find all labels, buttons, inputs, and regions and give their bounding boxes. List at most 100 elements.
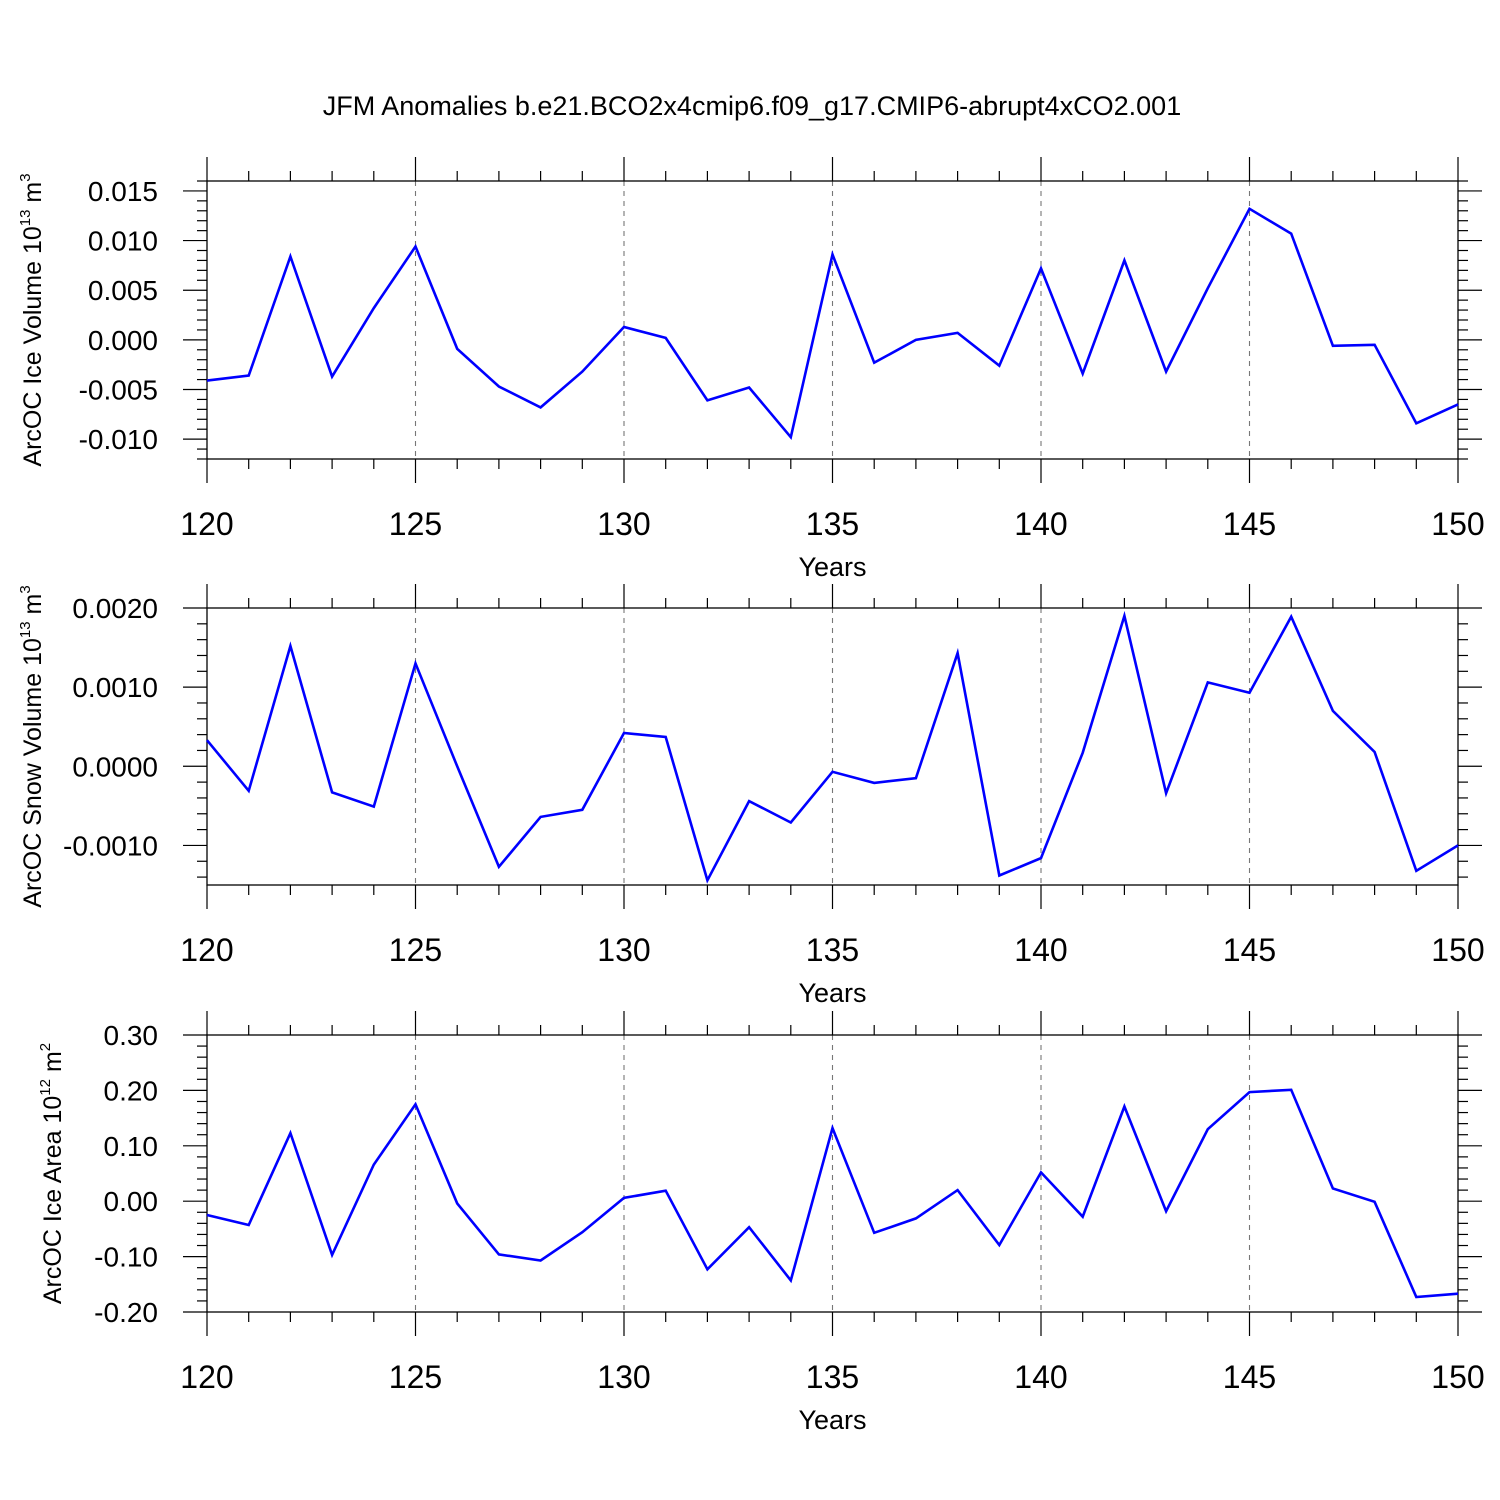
data-point — [872, 1231, 876, 1235]
data-point — [1039, 856, 1043, 860]
x-tick-label: 130 — [597, 932, 650, 968]
series-line — [206, 1088, 1459, 1299]
x-tick-label: 125 — [389, 1359, 442, 1395]
panel-1: -0.010 -0.005 0.000 0.005 0.010 0.015 120 125 13… — [17, 157, 1485, 582]
y-tick-label: 0.010 — [88, 226, 158, 257]
data-point — [1039, 1170, 1043, 1174]
data-point — [997, 874, 1001, 878]
data-point — [956, 651, 960, 655]
data-point — [539, 405, 543, 409]
data-point — [831, 1126, 835, 1130]
y-tick-label: 0.0000 — [72, 751, 158, 782]
data-point — [1331, 1186, 1335, 1190]
data-point — [205, 1213, 209, 1217]
data-point — [622, 1196, 626, 1200]
data-point — [205, 379, 209, 383]
y-tick-label: 0.015 — [88, 176, 158, 207]
y-tick-label: -0.0010 — [63, 830, 158, 861]
data-point — [956, 1188, 960, 1192]
y-axis-label-unit-exponent: 3 — [17, 585, 34, 593]
data-point — [705, 398, 709, 402]
panel-3: -0.20 -0.10 0.00 0.10 0.20 0.30 120 125 130 135 14… — [37, 1011, 1485, 1435]
data-point — [455, 347, 459, 351]
y-axis-label: ArcOC Ice Area 1012 m2 — [37, 1043, 67, 1304]
x-tick-label: 125 — [389, 506, 442, 542]
data-point — [747, 386, 751, 390]
data-point — [831, 770, 835, 774]
y-tick-label: 0.0010 — [72, 672, 158, 703]
data-point — [914, 1216, 918, 1220]
y-tick-label: 0.00 — [104, 1186, 159, 1217]
data-point — [872, 361, 876, 365]
data-point — [914, 776, 918, 780]
x-tick-label: 145 — [1223, 506, 1276, 542]
data-point — [622, 325, 626, 329]
data-point — [705, 1267, 709, 1271]
y-tick-label: -0.10 — [94, 1242, 158, 1273]
data-point — [1206, 680, 1210, 684]
data-point — [1248, 1090, 1252, 1094]
data-point — [789, 820, 793, 824]
data-point — [1164, 791, 1168, 795]
data-point — [1456, 843, 1460, 847]
data-point — [455, 1201, 459, 1205]
data-point — [872, 781, 876, 785]
x-tick-label: 120 — [180, 932, 233, 968]
data-point — [664, 1189, 668, 1193]
data-point — [1456, 1292, 1460, 1296]
data-point — [288, 1131, 292, 1135]
data-point — [1039, 266, 1043, 270]
series-line — [205, 610, 1459, 884]
y-axis-label-unit: m — [19, 594, 47, 622]
data-point — [247, 1223, 251, 1227]
data-point — [372, 1163, 376, 1167]
y-axis-label-unit: m — [19, 182, 47, 210]
data-point — [539, 815, 543, 819]
data-point — [1331, 709, 1335, 713]
data-point — [414, 245, 418, 249]
y-axis-label-exponent: 13 — [17, 621, 34, 638]
data-point — [330, 1253, 334, 1257]
y-axis-label-main: ArcOC Ice Volume 10 — [19, 226, 47, 466]
y-axis-label-main: ArcOC Ice Area 10 — [39, 1096, 67, 1304]
y-tick-label: -0.20 — [94, 1297, 158, 1328]
data-point — [580, 370, 584, 374]
data-point — [288, 254, 292, 258]
data-point — [1164, 1209, 1168, 1213]
data-point — [1289, 232, 1293, 236]
data-point — [455, 764, 459, 768]
data-point — [1373, 1200, 1377, 1204]
data-point — [1122, 1104, 1126, 1108]
data-point — [1081, 751, 1085, 755]
data-point — [1248, 207, 1252, 211]
y-axis-label-main: ArcOC Snow Volume 10 — [19, 638, 47, 908]
data-point — [1414, 869, 1418, 873]
x-tick-label: 150 — [1431, 506, 1484, 542]
data-point — [247, 374, 251, 378]
x-tick-label: 135 — [806, 506, 859, 542]
data-point — [747, 799, 751, 803]
data-point — [1122, 258, 1126, 262]
y-axis-label-unit: m — [39, 1051, 67, 1079]
y-tick-label: 0.10 — [104, 1131, 159, 1162]
data-point — [1456, 402, 1460, 406]
data-point — [914, 338, 918, 342]
y-tick-label: -0.010 — [79, 424, 158, 455]
data-point — [247, 789, 251, 793]
y-axis-label: ArcOC Snow Volume 1013 m3 — [17, 585, 47, 907]
panel-2: -0.0010 0.0000 0.0010 0.0020 120 125 130 135 140… — [17, 584, 1485, 1008]
data-point — [497, 1252, 501, 1256]
data-point — [997, 364, 1001, 368]
y-tick-label: 0.30 — [104, 1020, 159, 1051]
data-point — [705, 878, 709, 882]
y-tick-label: 0.000 — [88, 325, 158, 356]
data-point — [789, 1278, 793, 1282]
series-line — [206, 206, 1459, 441]
x-tick-label: 145 — [1223, 932, 1276, 968]
data-point — [1206, 286, 1210, 290]
data-point — [539, 1258, 543, 1262]
x-tick-label: 140 — [1014, 932, 1067, 968]
data-point — [414, 1102, 418, 1106]
data-point — [789, 435, 793, 439]
